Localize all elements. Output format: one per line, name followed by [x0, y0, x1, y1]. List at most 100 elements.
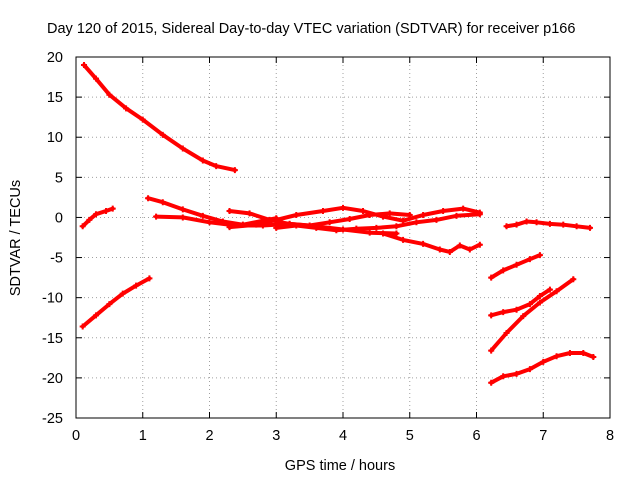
y-tick-label: -20 [42, 371, 63, 387]
point-arc-13 [553, 288, 560, 295]
x-tick-label: 1 [139, 428, 147, 444]
point-arc-14 [540, 358, 547, 365]
point-arc-12 [546, 286, 553, 293]
point-arc-1 [213, 163, 220, 170]
point-arc-13 [536, 299, 543, 306]
point-arc-12 [526, 301, 533, 308]
point-arc-5 [179, 214, 186, 221]
series-arc-13 [489, 277, 576, 353]
point-arc-7 [420, 212, 427, 219]
series-arc-3 [80, 276, 152, 329]
point-arc-11 [513, 261, 520, 268]
point-arc-9 [476, 241, 483, 248]
point-arc-7 [460, 205, 467, 212]
point-arc-14 [580, 350, 587, 357]
point-arc-12 [513, 306, 520, 313]
point-arc-9 [466, 246, 473, 253]
point-arc-12 [500, 309, 507, 316]
point-arc-14 [513, 370, 520, 377]
point-arc-2 [103, 208, 110, 215]
point-arc-7 [440, 208, 447, 215]
point-arc-11 [526, 256, 533, 263]
point-arc-9 [400, 236, 407, 243]
point-arc-14 [488, 379, 495, 386]
point-arc-1 [81, 62, 88, 69]
series-arc-1 [82, 63, 237, 173]
point-arc-1 [199, 157, 206, 164]
y-tick-label: 15 [47, 90, 63, 106]
x-tick-label: 0 [72, 428, 80, 444]
point-arc-3 [146, 275, 153, 282]
point-arc-7 [273, 216, 280, 223]
x-tick-label: 6 [472, 428, 480, 444]
point-arc-8 [373, 224, 380, 231]
x-tick-label: 4 [339, 428, 347, 444]
point-arc-7 [380, 213, 387, 220]
point-arc-9 [420, 240, 427, 247]
y-tick-label: 5 [55, 170, 63, 186]
x-tick-label: 8 [606, 428, 614, 444]
point-arc-1 [139, 116, 146, 123]
point-arc-10 [503, 223, 510, 230]
point-arc-7 [319, 208, 326, 215]
point-arc-9 [436, 246, 443, 253]
point-arc-10 [546, 220, 553, 227]
point-arc-11 [536, 252, 543, 259]
point-arc-8 [313, 224, 320, 231]
point-arc-13 [520, 313, 527, 320]
point-arc-5 [393, 230, 400, 237]
point-arc-7 [293, 212, 300, 219]
point-arc-14 [566, 350, 573, 357]
point-arc-4 [199, 212, 206, 219]
point-arc-8 [433, 216, 440, 223]
y-axis-label: SDTVAR / TECUs [8, 180, 24, 296]
point-arc-7 [360, 208, 367, 215]
point-arc-3 [106, 301, 113, 308]
point-arc-4 [145, 195, 152, 202]
point-arc-1 [231, 167, 238, 174]
series-arc-9 [381, 231, 482, 254]
point-arc-14 [526, 366, 533, 373]
point-arc-6 [386, 210, 393, 217]
point-arc-4 [159, 199, 166, 206]
point-arc-8 [453, 212, 460, 219]
point-arc-9 [446, 248, 453, 255]
point-arc-7 [253, 221, 260, 228]
point-arc-12 [536, 293, 543, 300]
point-arc-11 [500, 267, 507, 274]
point-arc-7 [400, 217, 407, 224]
x-tick-label: 7 [539, 428, 547, 444]
point-arc-6 [346, 216, 353, 223]
point-arc-10 [560, 221, 567, 228]
point-arc-6 [326, 219, 333, 226]
point-arc-10 [573, 223, 580, 230]
point-arc-8 [273, 224, 280, 231]
point-arc-5 [153, 213, 160, 220]
point-arc-3 [133, 282, 140, 289]
point-arc-5 [366, 229, 373, 236]
x-axis-label: GPS time / hours [285, 458, 395, 474]
x-tick-label: 3 [272, 428, 280, 444]
y-tick-label: 0 [55, 210, 63, 226]
point-arc-8 [413, 219, 420, 226]
point-arc-3 [93, 312, 100, 319]
point-arc-1 [179, 145, 186, 152]
point-arc-9 [380, 230, 387, 237]
data-series [79, 62, 597, 386]
point-arc-6 [246, 210, 253, 217]
point-arc-12 [488, 312, 495, 319]
point-arc-10 [533, 219, 540, 226]
point-arc-1 [106, 91, 113, 98]
y-tick-label: -25 [42, 411, 63, 427]
axis-ticks [75, 56, 611, 419]
point-arc-13 [488, 347, 495, 354]
point-arc-1 [93, 75, 100, 82]
series-arc-14 [489, 351, 596, 385]
point-arc-14 [590, 354, 597, 361]
chart-title: Day 120 of 2015, Sidereal Day-to-day VTE… [47, 21, 575, 37]
point-arc-2 [109, 205, 116, 212]
point-arc-3 [79, 323, 86, 330]
point-arc-13 [570, 276, 577, 283]
point-arc-3 [119, 290, 126, 297]
